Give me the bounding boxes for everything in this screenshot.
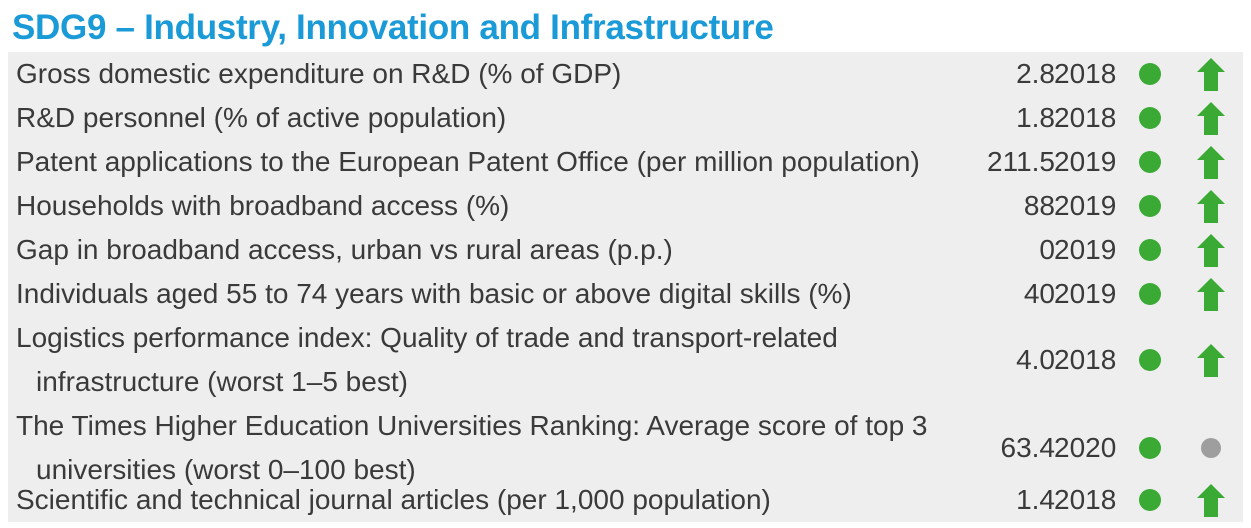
table-row: Households with broadband access (%) 88 … bbox=[8, 184, 1243, 228]
indicator-year: 2018 bbox=[1054, 58, 1117, 89]
indicator-value: 0 bbox=[1039, 234, 1055, 265]
grey-dot-icon bbox=[1201, 438, 1221, 458]
arrow-up-icon bbox=[1197, 102, 1225, 135]
indicator-year: 2019 bbox=[1054, 190, 1117, 221]
table-row: Individuals aged 55 to 74 years with bas… bbox=[8, 272, 1243, 316]
indicator-year: 2020 bbox=[1054, 432, 1117, 463]
table-row: Gap in broadband access, urban vs rural … bbox=[8, 228, 1243, 272]
indicator-label-line-1: The Times Higher Education Universities … bbox=[16, 410, 928, 441]
arrow-up-icon bbox=[1197, 234, 1225, 267]
arrow-up-icon bbox=[1197, 190, 1225, 223]
status-dot-icon bbox=[1139, 239, 1161, 261]
status-dot-icon bbox=[1139, 63, 1161, 85]
indicator-label: Logistics performance index: Quality of … bbox=[16, 316, 956, 404]
arrow-up-icon bbox=[1197, 344, 1225, 377]
table-row: Patent applications to the European Pate… bbox=[8, 140, 1243, 184]
indicator-value: 88 bbox=[1023, 190, 1055, 221]
table-row: Scientific and technical journal article… bbox=[8, 478, 1243, 522]
indicator-table: Gross domestic expenditure on R&D (% of … bbox=[8, 52, 1243, 522]
indicator-label: Scientific and technical journal article… bbox=[16, 484, 771, 515]
indicator-label: Individuals aged 55 to 74 years with bas… bbox=[16, 278, 852, 309]
indicator-year: 2019 bbox=[1054, 234, 1117, 265]
indicator-label: The Times Higher Education Universities … bbox=[16, 404, 956, 492]
status-dot-icon bbox=[1139, 195, 1161, 217]
indicator-label-line-2: universities (worst 0–100 best) bbox=[36, 454, 416, 485]
indicator-year: 2019 bbox=[1054, 278, 1117, 309]
indicator-value: 40 bbox=[1023, 278, 1055, 309]
arrow-up-icon bbox=[1197, 146, 1225, 179]
status-dot-icon bbox=[1139, 437, 1161, 459]
indicator-value: 1.8 bbox=[1016, 102, 1055, 133]
arrow-up-icon bbox=[1197, 484, 1225, 517]
status-dot-icon bbox=[1139, 107, 1161, 129]
indicator-label-line-2: infrastructure (worst 1–5 best) bbox=[36, 366, 408, 397]
status-dot-icon bbox=[1139, 349, 1161, 371]
arrow-up-icon bbox=[1197, 58, 1225, 91]
indicator-label: Households with broadband access (%) bbox=[16, 190, 510, 221]
indicator-year: 2019 bbox=[1054, 146, 1117, 177]
indicator-label: Gross domestic expenditure on R&D (% of … bbox=[16, 58, 622, 89]
arrow-up-icon bbox=[1197, 278, 1225, 311]
indicator-label: Patent applications to the European Pate… bbox=[16, 146, 920, 177]
indicator-year: 2018 bbox=[1054, 484, 1117, 515]
table-row: Gross domestic expenditure on R&D (% of … bbox=[8, 52, 1243, 96]
indicator-value: 4.0 bbox=[1016, 344, 1055, 375]
indicator-value: 2.8 bbox=[1016, 58, 1055, 89]
indicator-label: R&D personnel (% of active population) bbox=[16, 102, 507, 133]
table-row: The Times Higher Education Universities … bbox=[8, 404, 1243, 492]
indicator-value: 63.4 bbox=[1000, 432, 1056, 463]
status-dot-icon bbox=[1139, 283, 1161, 305]
table-row: R&D personnel (% of active population) 1… bbox=[8, 96, 1243, 140]
page-title: SDG9 – Industry, Innovation and Infrastr… bbox=[12, 8, 774, 47]
table-row: Logistics performance index: Quality of … bbox=[8, 316, 1243, 404]
indicator-value: 1.4 bbox=[1016, 484, 1055, 515]
indicator-value: 211.5 bbox=[987, 146, 1055, 177]
indicator-year: 2018 bbox=[1054, 102, 1117, 133]
status-dot-icon bbox=[1139, 489, 1161, 511]
indicator-year: 2018 bbox=[1054, 344, 1117, 375]
indicator-label: Gap in broadband access, urban vs rural … bbox=[16, 234, 673, 265]
status-dot-icon bbox=[1139, 151, 1161, 173]
indicator-label-line-1: Logistics performance index: Quality of … bbox=[16, 322, 838, 353]
